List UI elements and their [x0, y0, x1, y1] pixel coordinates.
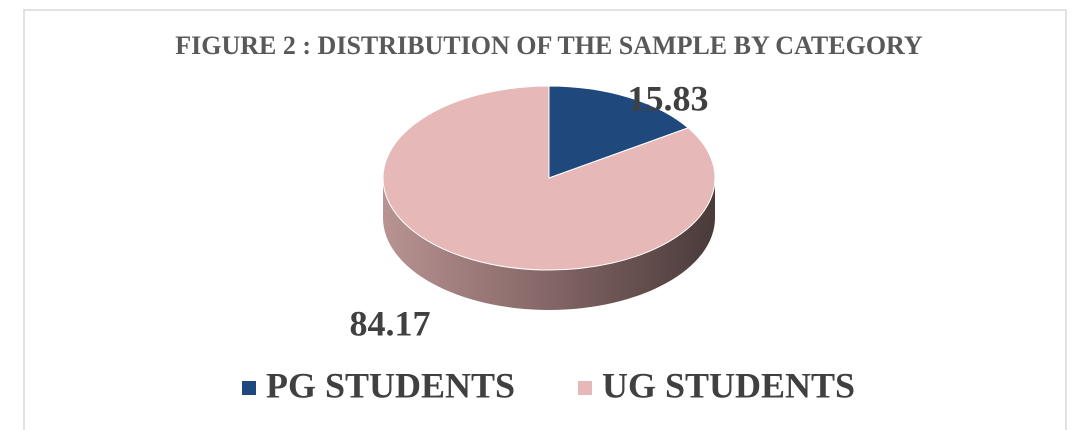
pie-side	[383, 178, 715, 310]
chart-border	[23, 9, 1067, 430]
chart-title: FIGURE 2 : DISTRIBUTION OF THE SAMPLE BY…	[175, 31, 923, 60]
pie-slice	[548, 85, 690, 179]
data-label: 15.83	[628, 78, 709, 118]
pie-slice	[382, 85, 716, 271]
legend-label: UG STUDENTS	[602, 365, 855, 405]
legend-swatch	[242, 381, 256, 395]
legend-label: PG STUDENTS	[266, 365, 515, 405]
data-label: 84.17	[350, 303, 431, 343]
legend-swatch	[578, 381, 592, 395]
